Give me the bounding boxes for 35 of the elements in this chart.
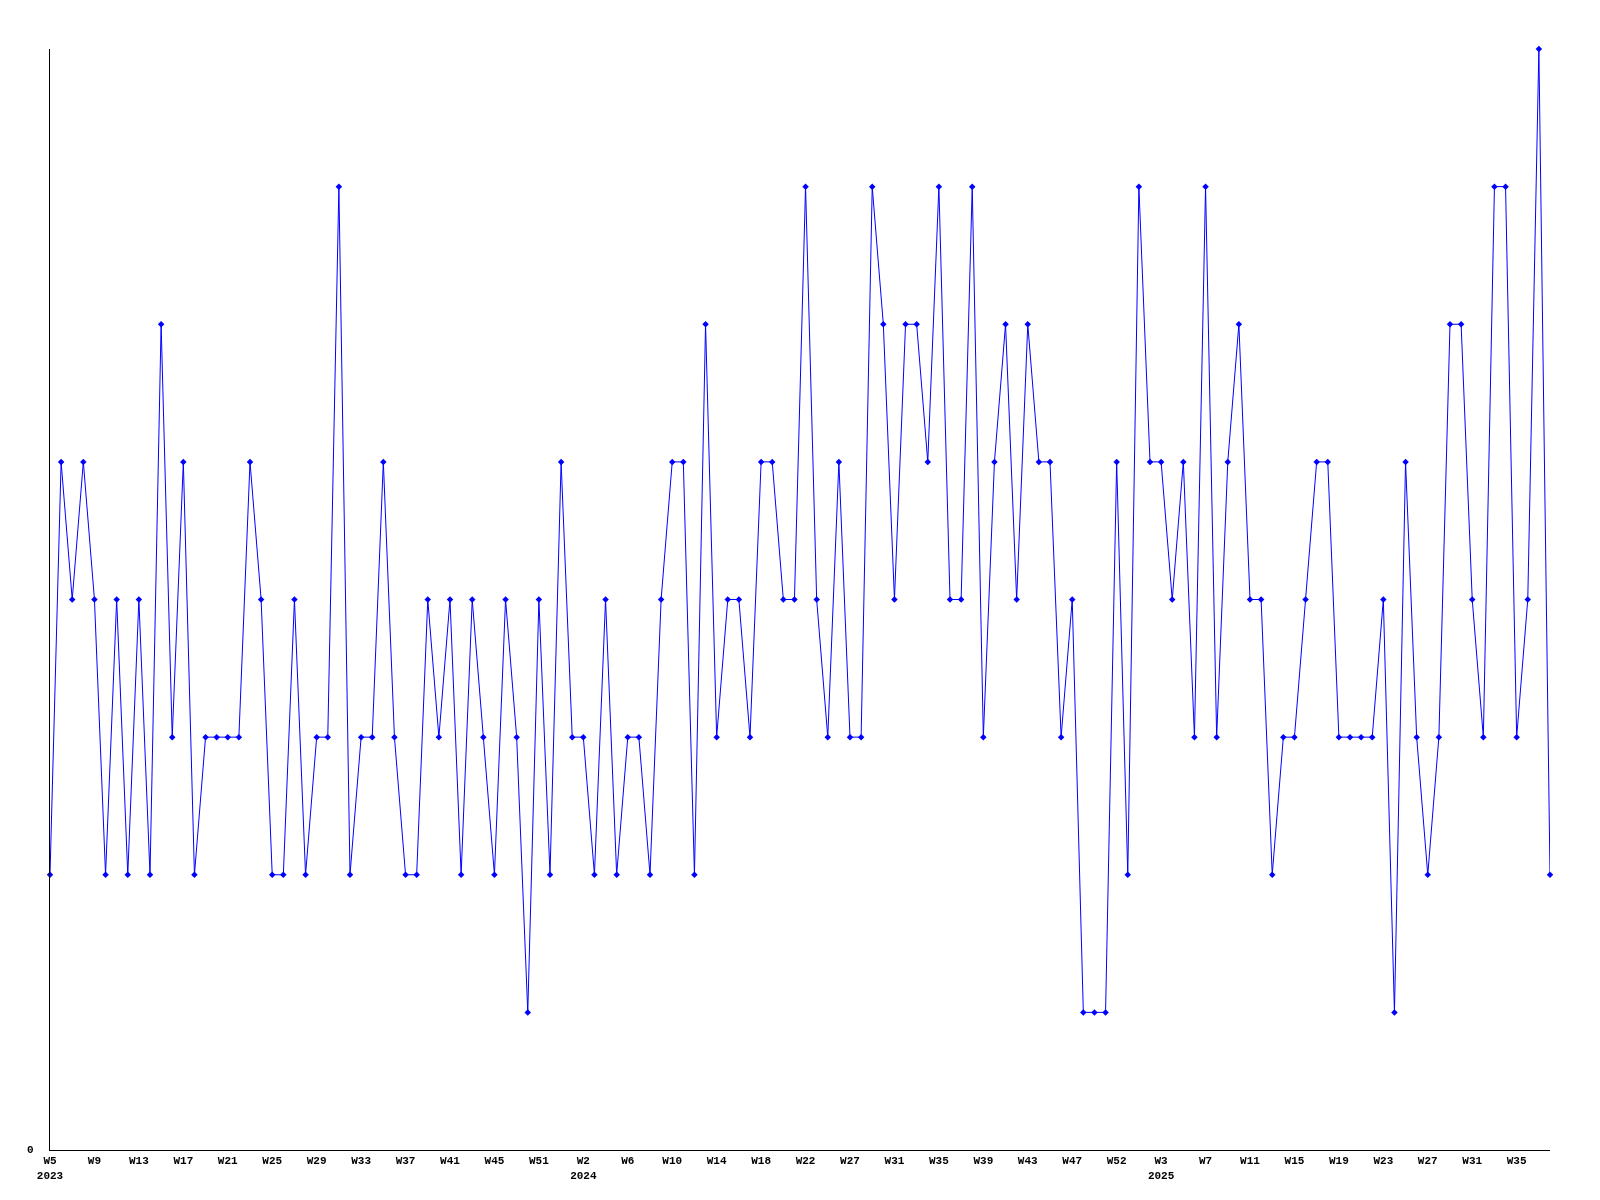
x-tick-label: W25	[262, 1155, 283, 1168]
x-tick-label: W31	[1462, 1155, 1483, 1168]
x-tick-label: W47	[1062, 1155, 1083, 1168]
x-tick-label: W23	[1373, 1155, 1394, 1168]
x-tick-label: W15	[1284, 1155, 1305, 1168]
x-tick-label: W35	[928, 1155, 950, 1168]
x-tick-label: W9	[87, 1155, 102, 1168]
x-tick-label: W18	[751, 1155, 772, 1168]
x-tick-label: W27	[1417, 1155, 1438, 1168]
x-tick-label: W39	[973, 1155, 994, 1168]
x-tick-label: W17	[173, 1155, 194, 1168]
x-tick-label: W19	[1328, 1155, 1349, 1168]
x-tick-label: W51	[528, 1155, 550, 1168]
x-tick-label: W29	[306, 1155, 327, 1168]
x-tick-label: W52	[1106, 1155, 1127, 1168]
x-tick-label: W43	[1017, 1155, 1039, 1168]
x-tick-label: W10	[662, 1155, 683, 1168]
x-tick-label: W21	[217, 1155, 239, 1168]
x-tick-label: W22	[795, 1155, 816, 1168]
x-tick-label: W45	[484, 1155, 505, 1168]
x-tick-label: W37	[395, 1155, 416, 1168]
x-tick-label: W3 2025	[1147, 1155, 1175, 1182]
x-tick-label: W7	[1198, 1155, 1213, 1168]
x-tick-label: W5 2023	[36, 1155, 64, 1182]
x-tick-label: W31	[884, 1155, 905, 1168]
x-tick-label: W6	[621, 1155, 635, 1168]
x-tick-label: W35	[1506, 1155, 1527, 1168]
x-tick-label: W11	[1240, 1155, 1261, 1168]
x-tick-label: W33	[351, 1155, 372, 1168]
x-tick-label: W14	[706, 1155, 727, 1168]
x-tick-label: W2 2024	[570, 1155, 597, 1182]
x-tick-label: W13	[128, 1155, 150, 1168]
x-tick-label: W41	[440, 1155, 461, 1168]
text: 0	[27, 1144, 34, 1156]
x-tick-label: W27	[840, 1155, 860, 1168]
